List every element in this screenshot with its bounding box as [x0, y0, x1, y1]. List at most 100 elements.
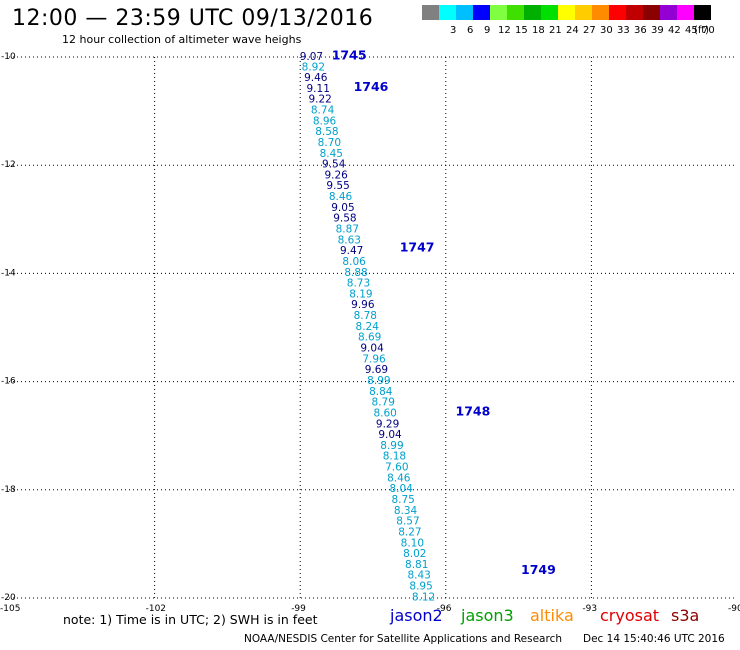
- swh-reading-label: 8.92: [302, 62, 325, 74]
- longitude-tick-label: -96: [437, 604, 452, 614]
- colorbar-swatch: [677, 5, 694, 20]
- swh-reading-label: 9.11: [307, 83, 330, 95]
- colorbar-swatch: [524, 5, 541, 20]
- latitude-tick-label: -14: [1, 268, 16, 278]
- colorbar-tick-label: 3: [450, 25, 457, 36]
- swh-reading-label: 8.46: [387, 472, 411, 484]
- swh-reading-label: 8.10: [401, 537, 424, 549]
- swh-reading-label: 8.73: [347, 278, 370, 290]
- swh-reading-label: 8.88: [344, 267, 367, 279]
- colorbar-tick-label: 24: [566, 25, 579, 36]
- swh-reading-label: 9.96: [351, 299, 375, 311]
- swh-reading-label: 8.02: [403, 548, 426, 560]
- colorbar-tick-label: 21: [549, 25, 562, 36]
- swh-reading-label: 7.96: [362, 353, 386, 365]
- chart-subtitle: 12 hour collection of altimeter wave hei…: [62, 33, 302, 46]
- colorbar-swatch: [541, 5, 558, 20]
- latitude-tick-label: -18: [1, 485, 16, 495]
- latitude-tick-label: -20: [1, 593, 16, 603]
- colorbar-tick-label: 45: [685, 25, 698, 36]
- longitude-tick-label: -105: [0, 604, 20, 614]
- pass-number-label: 1749: [521, 562, 556, 577]
- colorbar-swatch: [694, 5, 711, 20]
- colorbar-swatch: [558, 5, 575, 20]
- colorbar-swatch: [507, 5, 524, 20]
- latitude-tick-label: -12: [1, 160, 16, 170]
- colorbar-tick-label: 18: [532, 25, 545, 36]
- mission-jason3-label: jason3: [461, 606, 514, 625]
- swh-reading-label: 8.06: [342, 256, 366, 268]
- swh-reading-label: 8.81: [405, 559, 428, 571]
- swh-reading-label: 9.22: [308, 94, 331, 106]
- swh-reading-label: 8.60: [373, 407, 396, 419]
- swh-reading-label: 8.74: [311, 104, 335, 116]
- swh-reading-label: 8.19: [349, 288, 372, 300]
- mission-altika-label: altika: [530, 606, 574, 625]
- swh-reading-label: 9.29: [376, 418, 399, 430]
- colorbar-tick-label: 33: [617, 25, 630, 36]
- swh-reading-label: 9.58: [333, 213, 356, 225]
- colorbar-tick-label: 42: [668, 25, 681, 36]
- swh-reading-label: 8.18: [383, 451, 406, 463]
- swh-reading-label: 9.54: [322, 159, 346, 171]
- swh-reading-label: 8.43: [407, 570, 430, 582]
- swh-reading-label: 7.60: [385, 462, 408, 474]
- swh-reading-label: 8.34: [394, 505, 418, 517]
- swh-reading-label: 8.27: [398, 526, 421, 538]
- swh-reading-label: 8.95: [409, 581, 432, 593]
- colorbar-tick-label: 30: [600, 25, 613, 36]
- footer-note: note: 1) Time is in UTC; 2) SWH is in fe…: [63, 612, 318, 627]
- colorbar-swatch: [422, 5, 439, 20]
- swh-reading-label: 9.05: [331, 202, 354, 214]
- colorbar-swatch: [660, 5, 677, 20]
- colorbar-tick-label: 39: [651, 25, 664, 36]
- colorbar-tick-label: 15: [515, 25, 528, 36]
- swh-reading-label: 9.69: [365, 364, 388, 376]
- swh-reading-label: 9.55: [326, 180, 349, 192]
- swh-reading-label: 8.63: [338, 234, 361, 246]
- colorbar-swatch: [609, 5, 626, 20]
- swh-reading-label: 8.84: [369, 386, 393, 398]
- colorbar-tick-label: 6: [467, 25, 474, 36]
- colorbar-swatch: [473, 5, 490, 20]
- swh-reading-label: 8.57: [396, 516, 419, 528]
- swh-reading-label: 9.04: [378, 429, 402, 441]
- swh-reading-label: 8.58: [315, 126, 338, 138]
- colorbar-swatch: [592, 5, 609, 20]
- swh-reading-label: 8.04: [390, 483, 414, 495]
- colorbar-swatch: [575, 5, 592, 20]
- pass-number-label: 1745: [332, 47, 367, 62]
- longitude-tick-label: -93: [582, 604, 597, 614]
- swh-reading-label: 9.47: [340, 245, 363, 257]
- mission-jason2-label: jason2: [390, 606, 443, 625]
- latitude-tick-label: -10: [1, 52, 16, 62]
- swh-reading-label: 8.46: [329, 191, 353, 203]
- swh-reading-label: 8.79: [372, 397, 395, 409]
- swh-reading-label: 9.04: [360, 343, 384, 355]
- colorbar-tick-label: 27: [583, 25, 596, 36]
- latitude-tick-label: -16: [1, 377, 16, 387]
- swh-reading-label: 8.99: [380, 440, 403, 452]
- colorbar-tick-label: 36: [634, 25, 647, 36]
- mission-cryosat-label: cryosat: [600, 606, 660, 625]
- colorbar-swatch: [456, 5, 473, 20]
- agency-credit: NOAA/NESDIS Center for Satellite Applica…: [244, 633, 562, 645]
- colorbar-unit-label: (ft): [694, 25, 710, 36]
- pass-number-label: 1747: [400, 239, 435, 254]
- swh-reading-label: 9.46: [304, 72, 328, 84]
- colorbar-swatch: [626, 5, 643, 20]
- pass-number-label: 1748: [456, 403, 491, 418]
- mission-s3a-label: s3a: [671, 606, 700, 625]
- colorbar-tick-label: 9: [484, 25, 491, 36]
- swh-reading-label: 8.96: [313, 115, 337, 127]
- longitude-tick-label: -102: [146, 604, 166, 614]
- colorbar-swatch: [490, 5, 507, 20]
- colorbar-swatch: [643, 5, 660, 20]
- swh-reading-label: 8.99: [367, 375, 390, 387]
- colorbar-swatch: [439, 5, 456, 20]
- colorbar-tick-label: 70: [702, 25, 715, 36]
- swh-reading-label: 8.70: [318, 137, 341, 149]
- swh-reading-label: 9.07: [300, 51, 323, 63]
- generation-timestamp: Dec 14 15:40:46 UTC 2016: [583, 633, 725, 645]
